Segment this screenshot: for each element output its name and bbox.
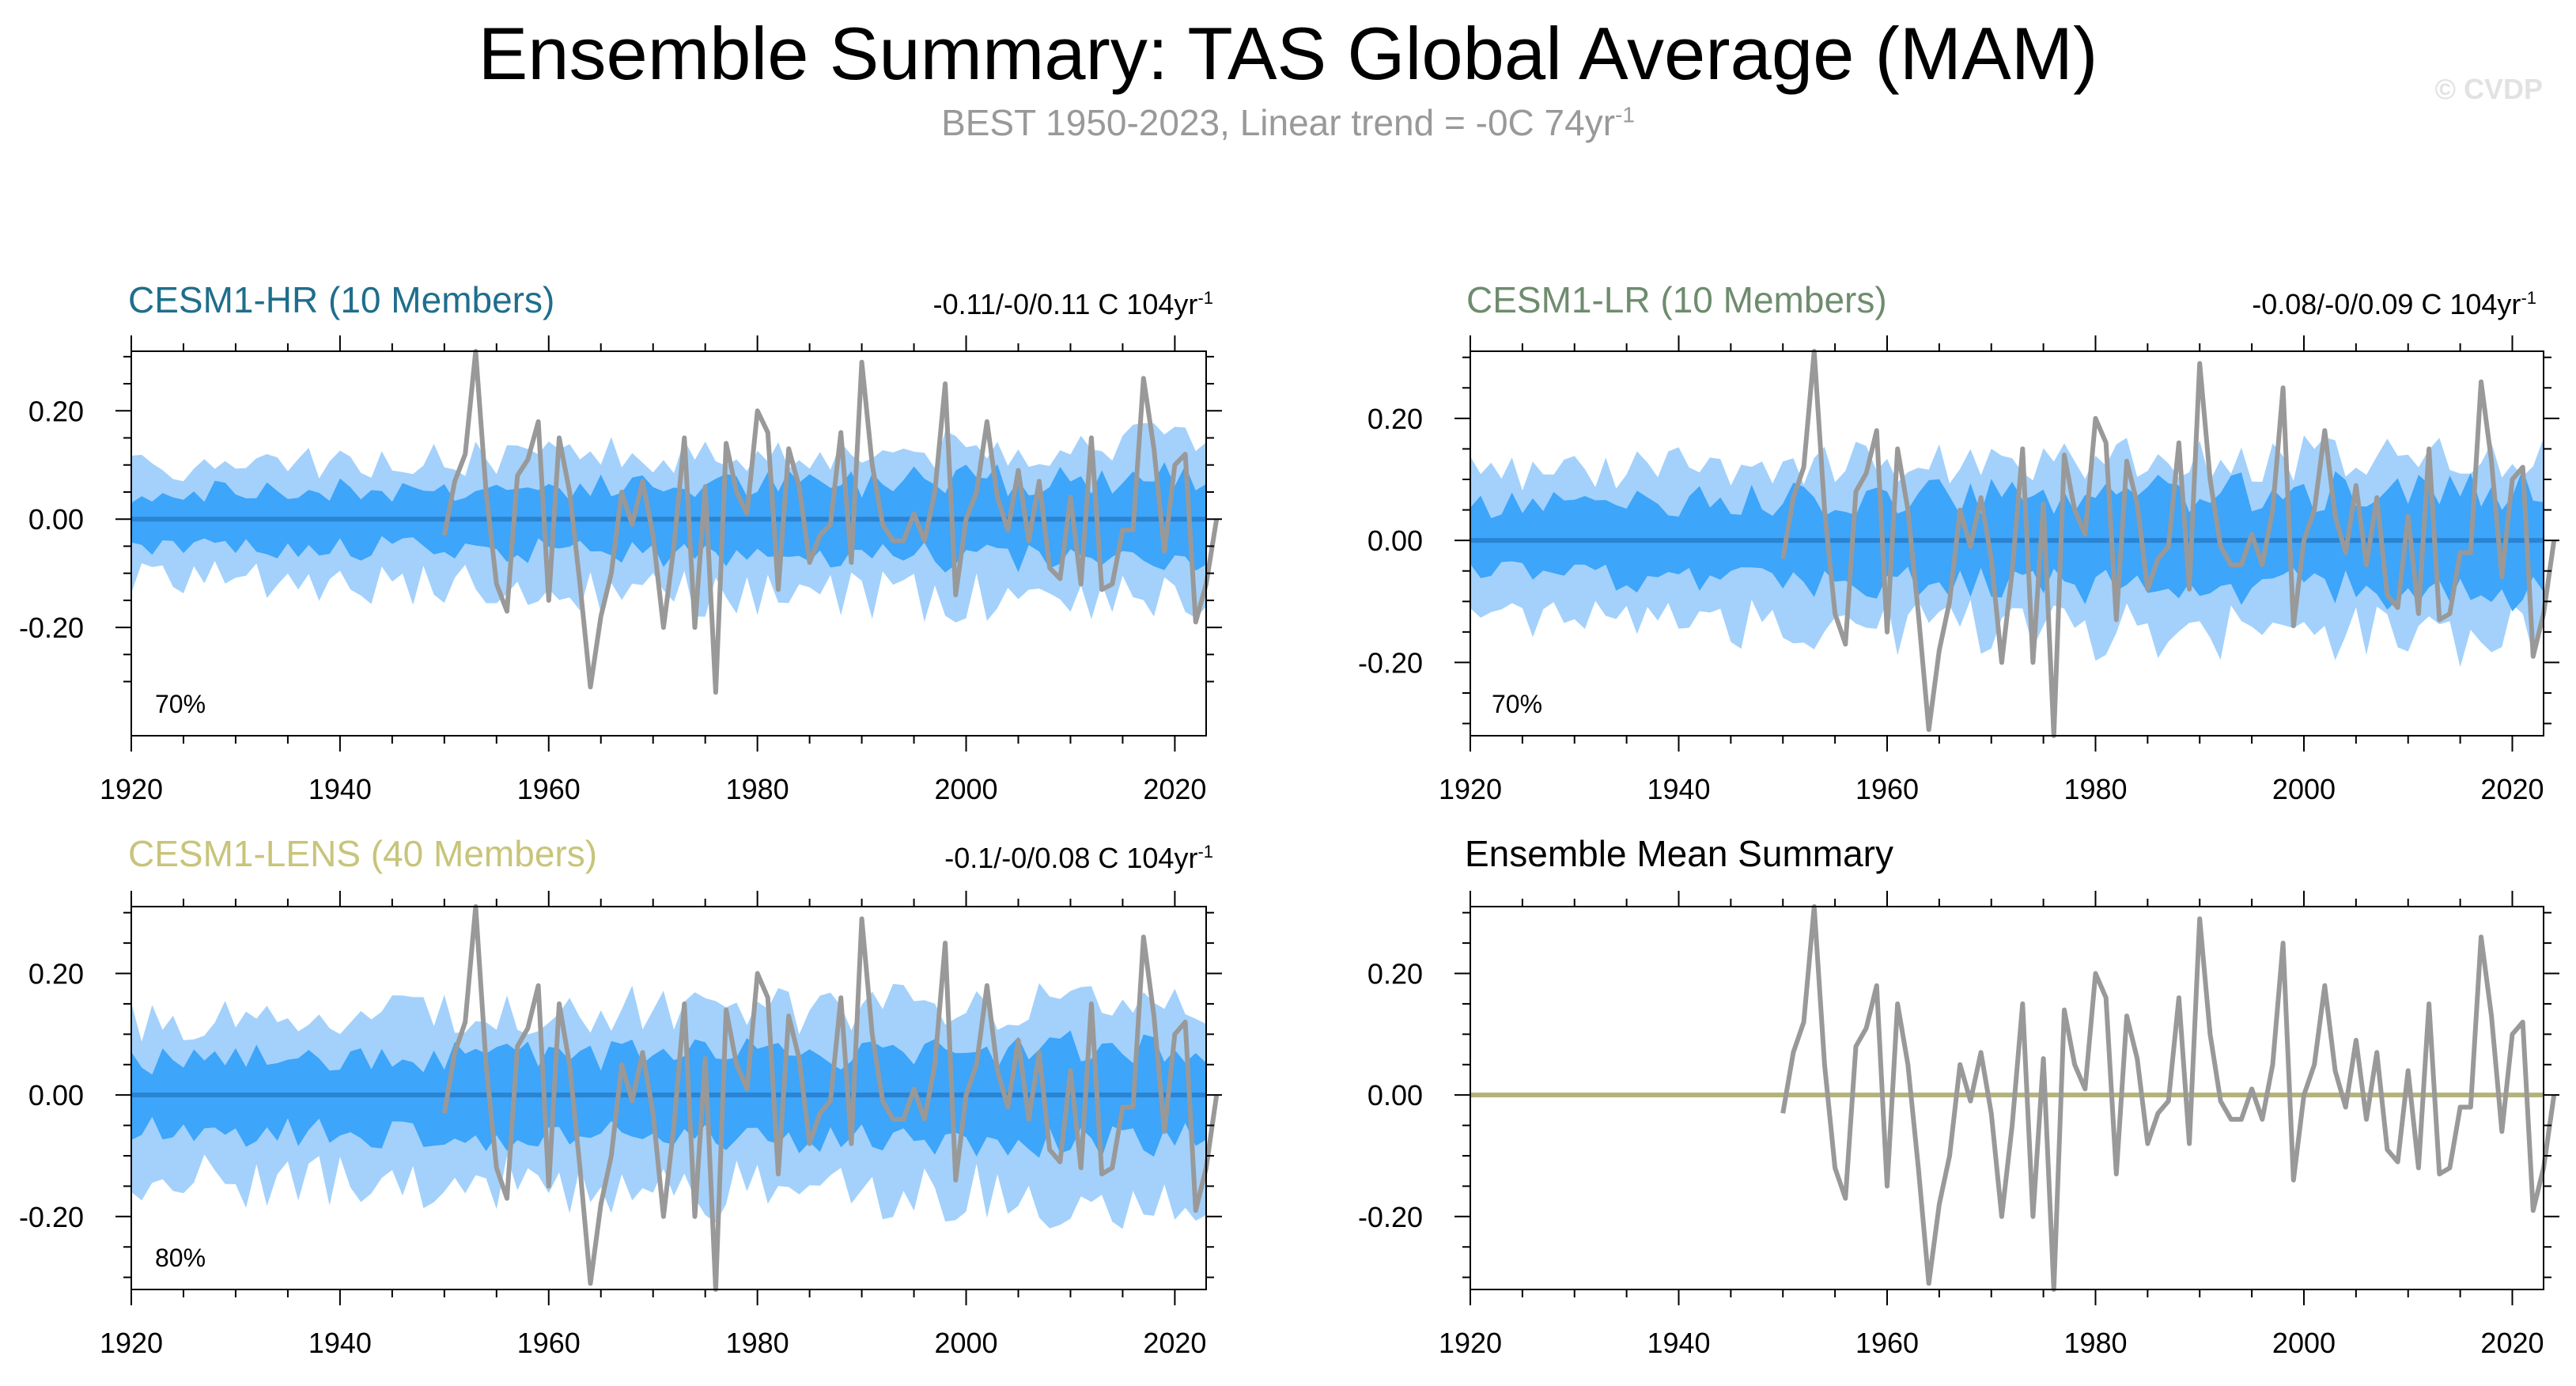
y-tick-label: 0.20 [1367,403,1423,435]
plot-frame [131,906,1207,1290]
x-tick-label: 1960 [1855,1327,1919,1359]
panel-lr-trend-text: -0.08/-0/0.09 C 104yr [2252,288,2521,320]
x-tick-label: 2020 [2480,773,2544,805]
x-tick-label: 1960 [517,773,581,805]
cvdp-copyright: © CVDP [2434,73,2543,105]
figure-title: Ensemble Summary: TAS Global Average (MA… [478,12,2098,95]
panel-hr-percent: 70% [155,690,206,718]
figure-subtitle: BEST 1950-2023, Linear trend = -0C 74yr-… [0,101,2576,144]
panel-hr-trend: -0.11/-0/0.11 C 104yr-1 [933,288,1213,321]
subtitle-unit-exponent: -1 [1615,102,1635,127]
plot-area [1470,349,2557,738]
x-tick-label: 1980 [2063,773,2127,805]
x-tick-label: 1920 [1439,773,1502,805]
x-tick-label: 1960 [1855,773,1919,805]
observations-line [441,349,1220,695]
x-tick-label: 2020 [1143,1327,1206,1359]
observations-line [1780,904,2557,1292]
y-tick-label: -0.20 [1358,1201,1423,1233]
x-tick-label: 2020 [1143,773,1206,805]
observations-line [1780,349,2557,738]
x-tick-label: 2000 [2272,773,2336,805]
x-tick-label: 1980 [2063,1327,2127,1359]
x-tick-label: 1980 [726,1327,789,1359]
plot-frame [131,350,1207,737]
plot-frame [1470,350,2544,737]
observations-line [441,904,1220,1292]
panel-lens-trend-exponent: -1 [1197,842,1213,862]
y-tick-label: 0.00 [1367,524,1423,557]
x-tick-label: 2020 [2480,1327,2544,1359]
plot-area [131,904,1220,1292]
panel-summary-title: Ensemble Mean Summary [1465,833,1893,874]
panel-lens-title: CESM1-LENS (40 Members) [128,833,598,874]
y-tick-label: 0.00 [1367,1079,1423,1111]
x-tick-label: 2000 [934,773,997,805]
panel-lr-trend-exponent: -1 [2521,288,2536,308]
y-tick-label: 0.20 [28,958,84,990]
x-tick-label: 2000 [2272,1327,2336,1359]
plot-area [1470,904,2557,1292]
y-tick-label: -0.20 [19,612,84,644]
x-tick-label: 1920 [100,773,163,805]
panel-lr-percent: 70% [1492,690,1543,718]
y-tick-label: 0.00 [28,1079,84,1111]
x-tick-label: 1940 [308,773,372,805]
x-tick-label: 2000 [934,1327,997,1359]
y-tick-label: -0.20 [19,1201,84,1233]
y-tick-label: 0.20 [28,395,84,427]
plot-area [131,349,1220,695]
x-tick-label: 1940 [1647,1327,1710,1359]
x-tick-label: 1920 [100,1327,163,1359]
panel-lr-title: CESM1-LR (10 Members) [1466,279,1887,320]
y-tick-label: 0.00 [28,503,84,536]
panel-lens-percent: 80% [155,1244,206,1272]
y-tick-label: -0.20 [1358,646,1423,679]
panel-hr-trend-exponent: -1 [1197,288,1213,308]
x-tick-label: 1960 [517,1327,581,1359]
panel-lens-trend-text: -0.1/-0/0.08 C 104yr [944,842,1198,874]
y-tick-label: 0.20 [1367,958,1423,990]
x-tick-label: 1980 [726,773,789,805]
subtitle-text: BEST 1950-2023, Linear trend = -0C 74yr [941,102,1616,143]
panel-hr-trend-text: -0.11/-0/0.11 C 104yr [932,288,1198,320]
x-tick-label: 1920 [1439,1327,1502,1359]
x-tick-label: 1940 [308,1327,372,1359]
plot-frame [1470,906,2544,1290]
panel-hr-title: CESM1-HR (10 Members) [128,279,555,320]
panel-lens-trend: -0.1/-0/0.08 C 104yr-1 [944,842,1213,875]
panel-lr-trend: -0.08/-0/0.09 C 104yr-1 [2252,288,2536,321]
x-tick-label: 1940 [1647,773,1710,805]
